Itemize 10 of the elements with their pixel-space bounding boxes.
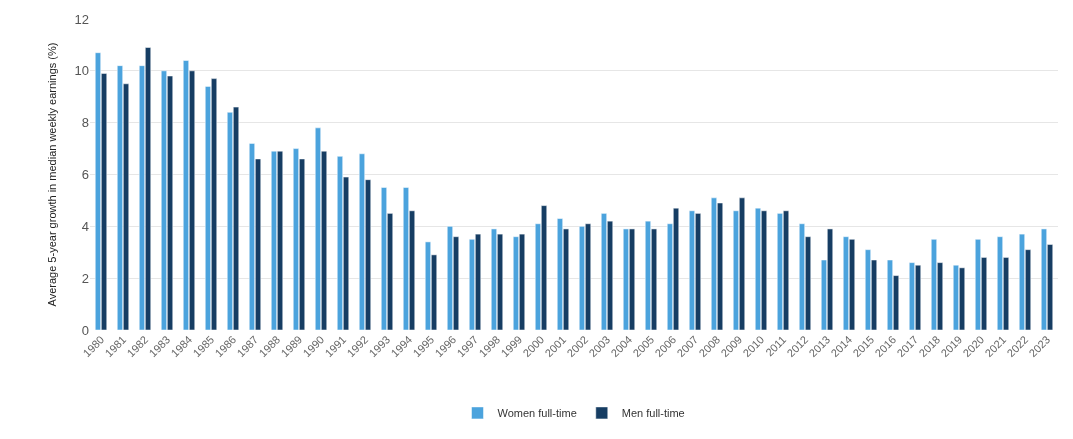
y-tick-label: 4 [81,218,89,234]
y-tick-label: 10 [74,63,89,79]
y-axis-title: Average 5-year growth in median weekly earnings (%) [46,42,59,307]
y-tick-label: 0 [81,322,89,338]
y-tick-label: 6 [81,167,89,183]
legend-label: Women full-time [497,407,577,420]
y-tick-label: 8 [81,115,89,131]
y-tick-label: 2 [81,270,89,286]
legend-label: Men full-time [621,407,685,420]
y-tick-label: 12 [74,11,89,27]
